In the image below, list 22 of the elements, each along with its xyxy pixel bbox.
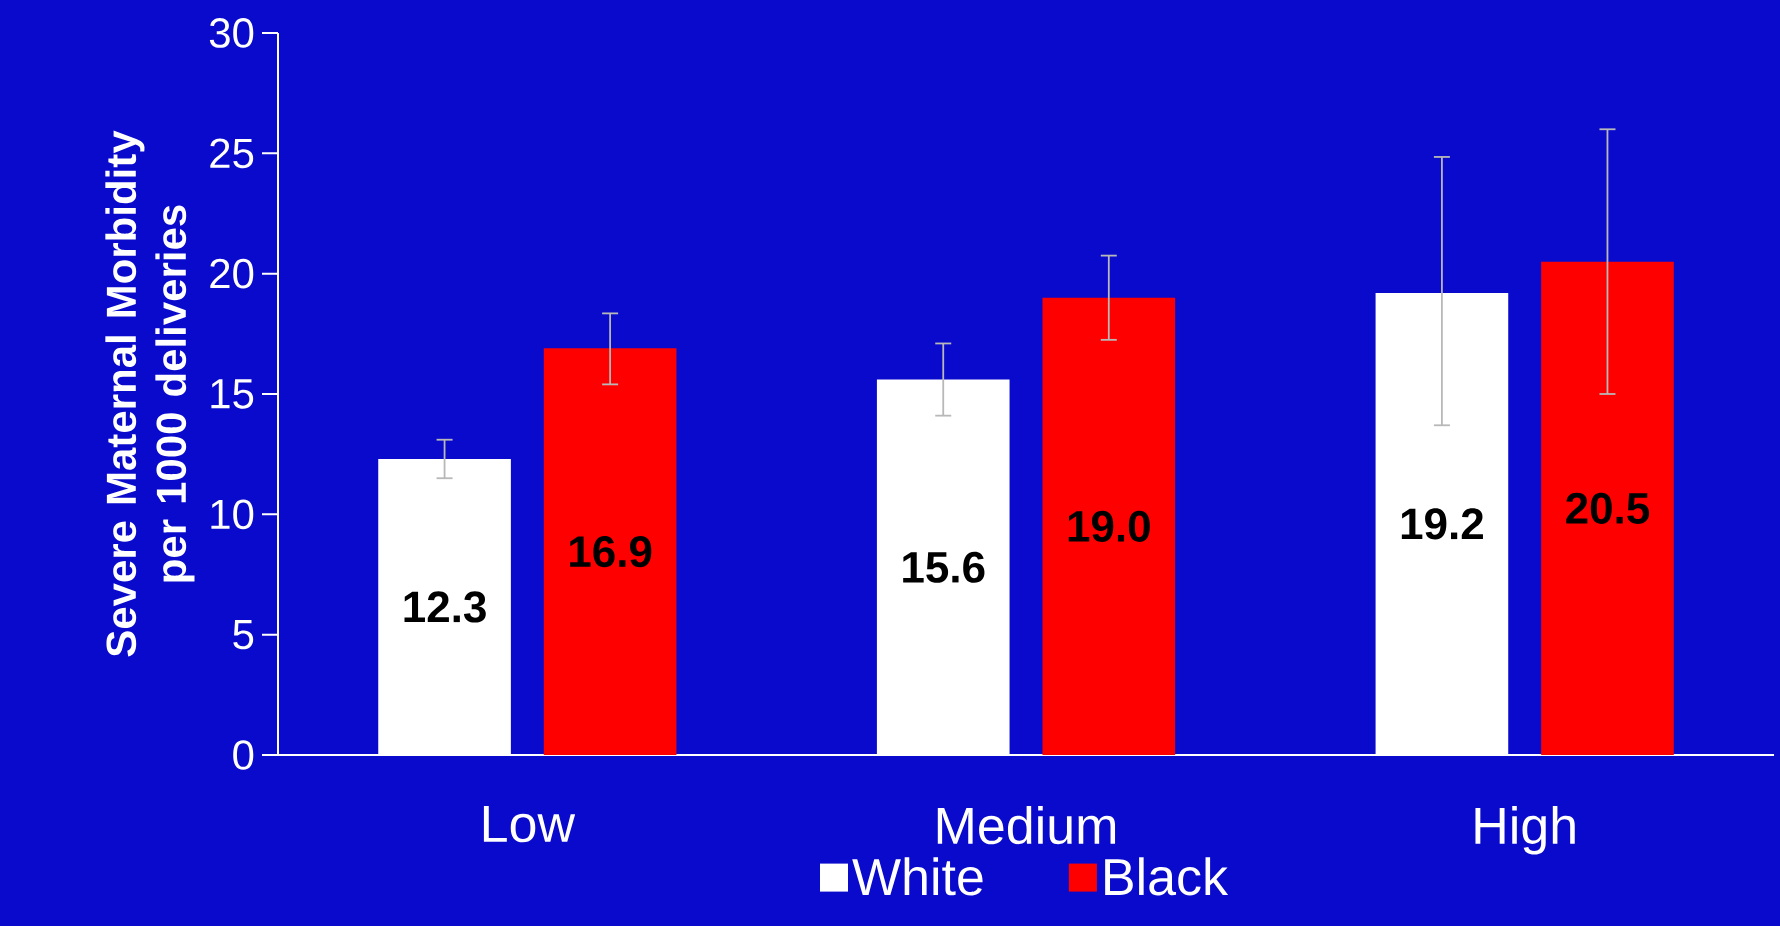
x-tick-label: Low bbox=[483, 806, 576, 843]
data-label: 19.2 bbox=[1401, 508, 1483, 540]
y-tick-label: 0 bbox=[233, 740, 254, 770]
data-label: 16.9 bbox=[570, 536, 652, 568]
bar bbox=[1541, 261, 1674, 755]
data-label: 12.3 bbox=[404, 591, 486, 623]
data-label: 19.0 bbox=[1068, 510, 1150, 542]
y-tick-label: 25 bbox=[210, 138, 254, 169]
x-tick-label: High bbox=[1475, 806, 1575, 855]
data-label: 15.6 bbox=[903, 551, 985, 583]
legend-label: Black bbox=[1105, 857, 1229, 896]
data-label: 20.5 bbox=[1566, 492, 1650, 524]
y-tick-label: 5 bbox=[233, 620, 254, 650]
legend-label: White bbox=[852, 857, 983, 896]
y-tick-label: 15 bbox=[211, 379, 254, 409]
x-tick-label: Medium bbox=[937, 806, 1116, 845]
y-tick-label: 10 bbox=[211, 499, 254, 530]
y-tick-label: 30 bbox=[209, 18, 254, 48]
y-axis-title: Severe Maternal Morbidity per 1000 deliveries bbox=[105, 130, 195, 657]
bar bbox=[1042, 297, 1176, 755]
bar bbox=[543, 348, 677, 755]
y-tick-label: 20 bbox=[210, 258, 254, 289]
